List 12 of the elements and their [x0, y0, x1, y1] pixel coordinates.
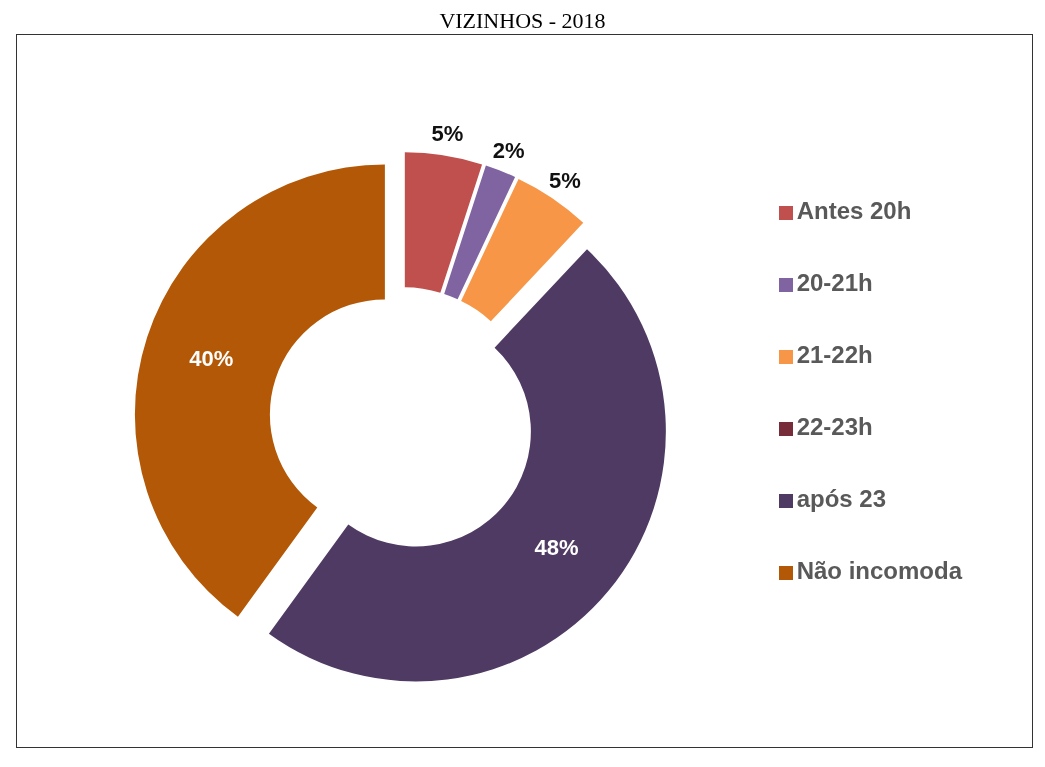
legend-label: 22-23h [796, 413, 873, 440]
data-label: 40% [189, 345, 234, 371]
legend-label: Não incomoda [796, 557, 962, 584]
legend-label: após 23 [796, 485, 887, 512]
legend-label: 20-21h [796, 269, 873, 296]
data-label: 5% [431, 121, 464, 147]
chart-title: VIZINHOS - 2018 [438, 8, 607, 33]
legend-label: 21-22h [796, 341, 873, 368]
legend-label: Antes 20h [796, 197, 912, 224]
data-label: 2% [492, 137, 525, 163]
data-label: 5% [549, 167, 581, 193]
data-label: 48% [534, 535, 579, 561]
